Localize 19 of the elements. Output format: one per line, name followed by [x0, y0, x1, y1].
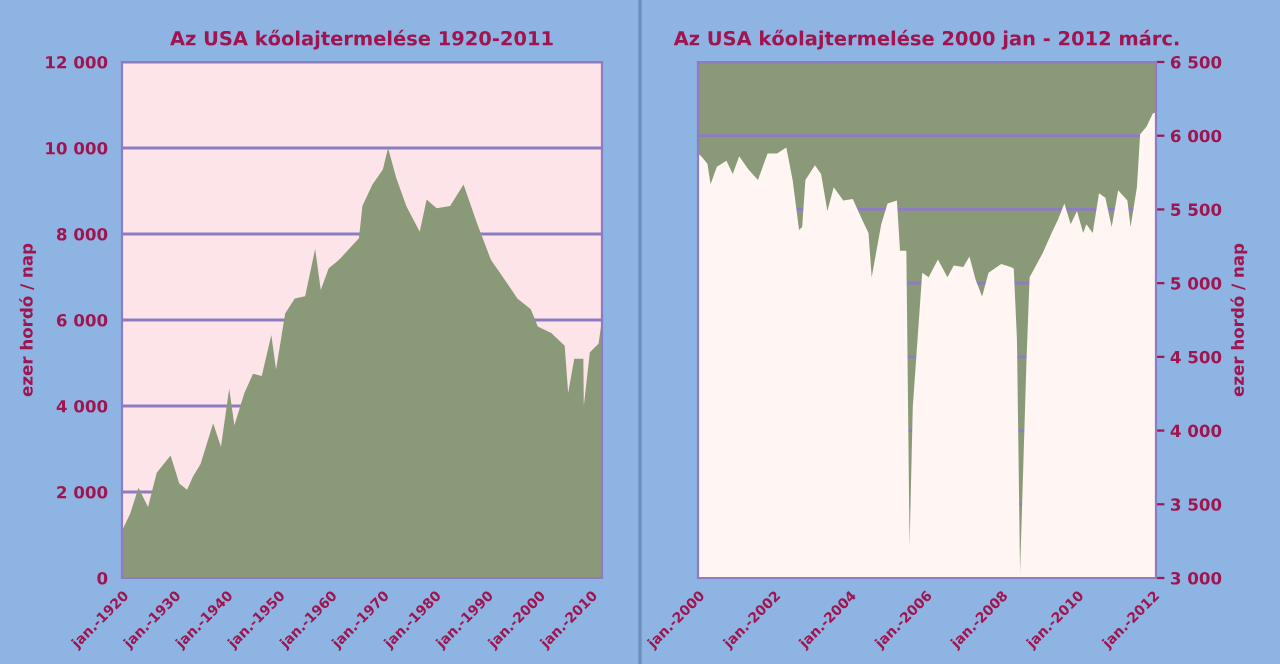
y-tick-label: 10 000: [46, 141, 108, 155]
chart-title: Az USA kőolajtermelése 1920-2011: [170, 29, 553, 50]
y-tick-label: 8 000: [56, 227, 108, 241]
y-tick-label: 4 000: [56, 399, 108, 413]
y2-tick-label: 6 500: [1170, 55, 1222, 69]
y2-axis-title: ezer hordó / nap: [1230, 243, 1248, 397]
y2-tick-label: 4 500: [1170, 350, 1222, 364]
y2-tick-label: 3 000: [1171, 571, 1222, 585]
y-tick-label: 2 000: [57, 485, 108, 499]
y2-tick-label: 5 000: [1171, 277, 1222, 290]
y2-tick-label: 4 000: [1170, 424, 1222, 438]
y-tick-label: 12 000: [46, 55, 108, 69]
y2-tick-label: 5 500: [1171, 203, 1222, 216]
chart-title: Az USA kőolajtermelése 2000 jan - 2012 márc.: [673, 29, 1179, 50]
y-tick-label: 0: [97, 571, 108, 585]
y2-tick-label: 6 000: [1170, 129, 1222, 143]
y-axis-title: ezer hordó / nap: [19, 243, 36, 397]
y2-tick-label: 3 500: [1171, 498, 1222, 511]
y-tick-label: 6 000: [56, 313, 108, 327]
